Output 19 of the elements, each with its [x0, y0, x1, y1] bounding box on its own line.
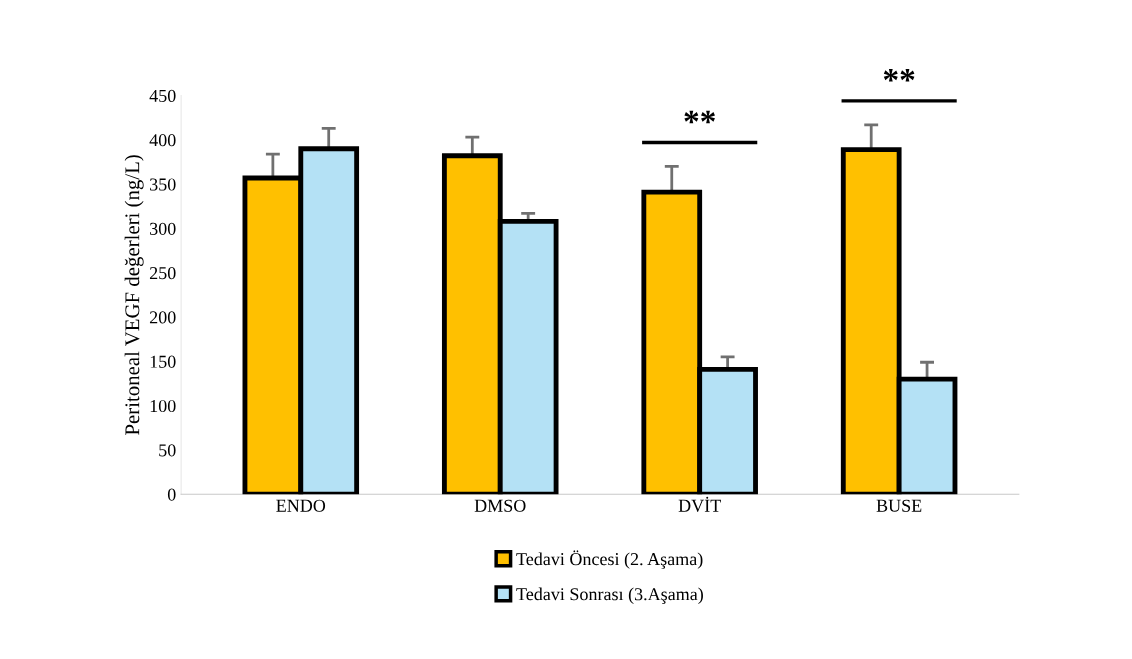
y-tick-label: 450 — [149, 89, 176, 102]
y-axis-title: Peritoneal VEGF değerleri (ng/L) — [124, 155, 144, 435]
legend-label: Tedavi Öncesi (2. Aşama) — [516, 550, 703, 569]
x-tick-label: BUSE — [876, 499, 922, 512]
y-tick-label: 400 — [149, 134, 176, 147]
y-tick-label: 0 — [167, 488, 176, 501]
annotation: ** — [684, 110, 715, 124]
y-tick-label: 100 — [150, 399, 176, 413]
y-tick-label: 200 — [149, 311, 176, 324]
x-tick-label: DMSO — [474, 499, 526, 512]
y-tick-label: 150 — [150, 355, 176, 368]
x-tick-label: DVİT — [678, 496, 721, 512]
text: ** — [883, 69, 915, 82]
y-tick-label: 250 — [149, 267, 176, 280]
legend-label: Tedavi Sonrası (3.Aşama) — [516, 587, 703, 604]
y-tick-label: 50 — [159, 444, 176, 457]
y-tick-label: 350 — [150, 178, 176, 191]
y-tick-label: 300 — [150, 222, 176, 235]
x-tick-label: ENDO — [276, 499, 326, 512]
